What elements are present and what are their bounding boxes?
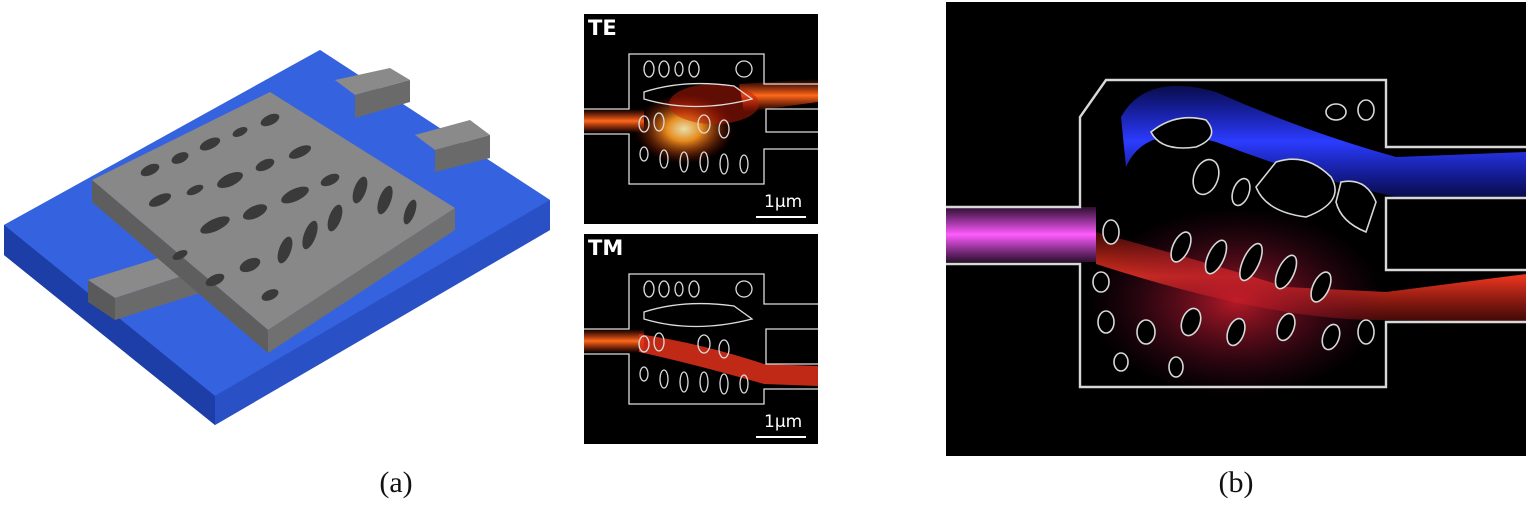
te-scale-label: 1μm	[764, 192, 803, 212]
panel-a-label: (a)	[379, 466, 413, 499]
tm-label: TM	[588, 236, 624, 260]
te-field-panel: TE 1μm	[584, 14, 818, 224]
device-3d-render	[0, 40, 560, 440]
panel-b-label: (b)	[1218, 466, 1254, 499]
te-scale-bar	[756, 216, 806, 218]
tm-field-panel: TM 1μm	[584, 234, 818, 444]
splitter-field-panel	[946, 2, 1526, 456]
tm-scale-label: 1μm	[764, 412, 803, 432]
tm-scale-bar	[756, 436, 806, 438]
te-label: TE	[588, 16, 617, 40]
